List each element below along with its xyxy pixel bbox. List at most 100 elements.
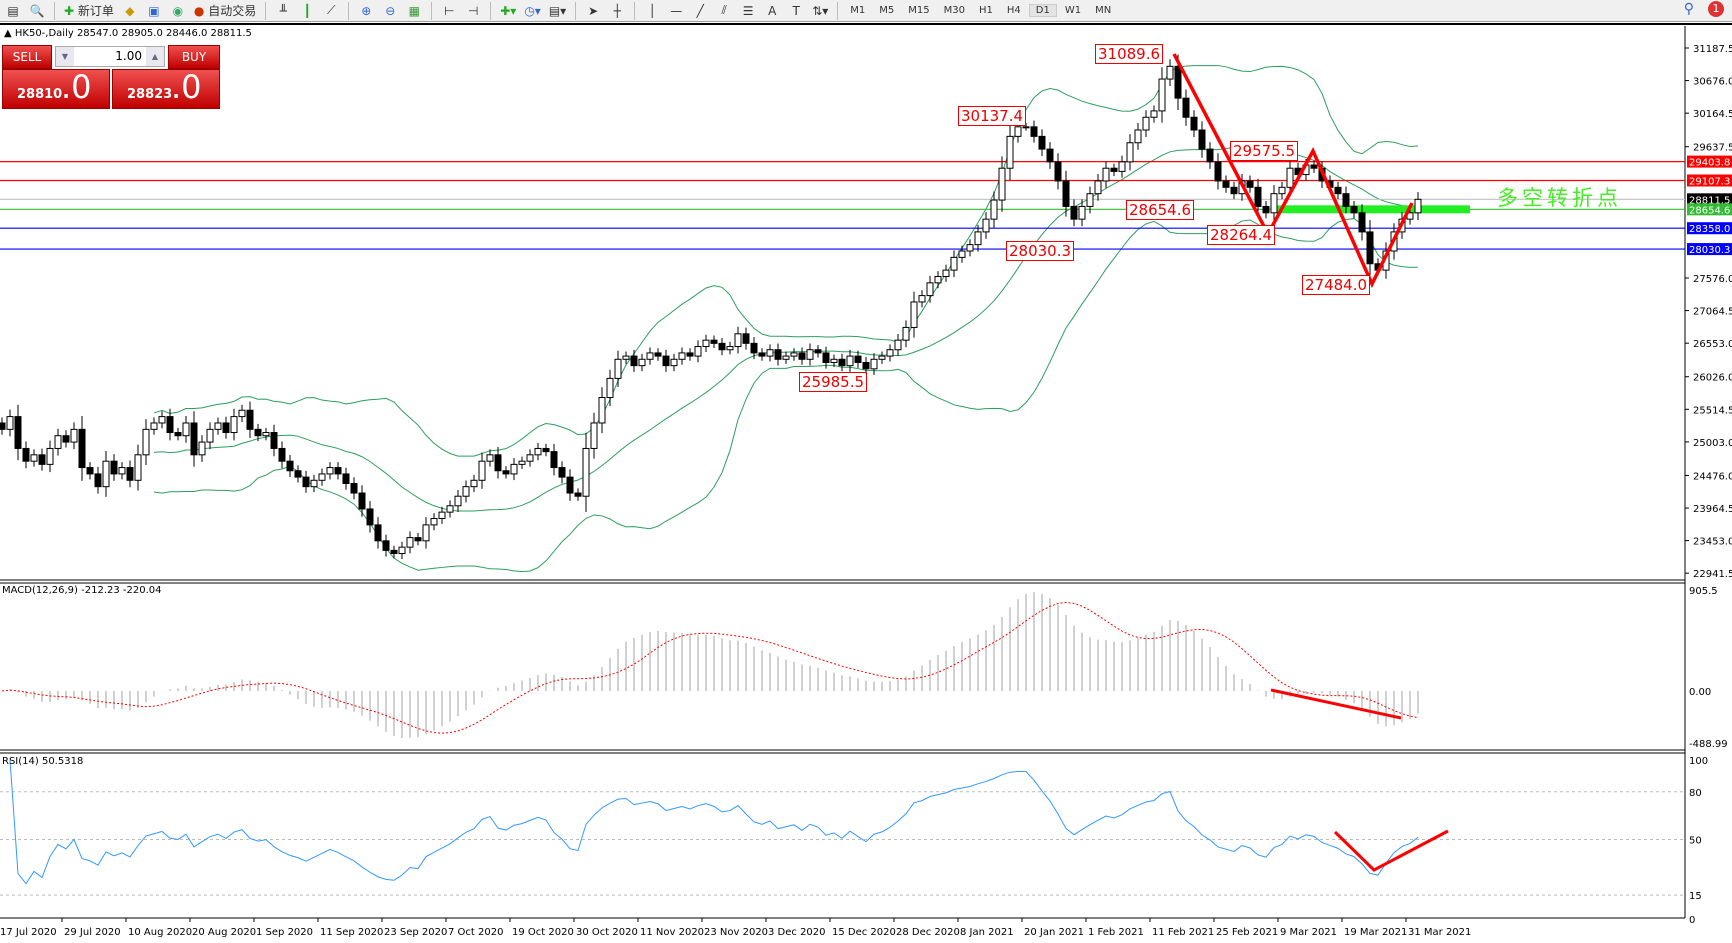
notification-badge[interactable]: 1	[1708, 1, 1724, 17]
price-label[interactable]: 29575.5	[1230, 141, 1299, 161]
zoom-in-icon[interactable]: ⊕	[361, 3, 372, 18]
date-tick-label: 17 Jul 2020	[0, 927, 57, 938]
price-label-low[interactable]: 27484.0	[1302, 275, 1371, 295]
timeframe-w1[interactable]: W1	[1064, 5, 1082, 16]
separator	[490, 1, 492, 20]
cursor-icon[interactable]: ➤	[588, 3, 599, 18]
separator	[634, 1, 636, 20]
candle-bullish	[1270, 193, 1278, 214]
date-tick-label: 11 Sep 2020	[320, 927, 383, 938]
price-label[interactable]: 28030.3	[1006, 241, 1075, 261]
candle-bullish	[1166, 65, 1174, 80]
timeframe-m5[interactable]: M5	[879, 5, 895, 16]
price-label[interactable]: 28654.6	[1126, 200, 1195, 220]
price-label[interactable]: 30137.4	[958, 106, 1027, 126]
candle-bullish	[910, 301, 918, 328]
bar-chart-icon[interactable]: ╨	[279, 3, 287, 18]
buy-button[interactable]: BUY	[168, 45, 220, 69]
date-tick-label: 1 Sep 2020	[256, 927, 313, 938]
timeframe-m30[interactable]: M30	[943, 5, 965, 16]
new-order-label: 新订单	[77, 4, 114, 18]
lot-value[interactable]: 1.00	[115, 49, 142, 63]
periods-icon[interactable]: ◷▾	[524, 3, 541, 18]
candle-bearish	[822, 352, 830, 363]
candle-bullish	[398, 546, 406, 555]
price-tick-label: 23453.0	[1693, 537, 1732, 548]
auto-trade-button[interactable]: ● 自动交易	[191, 1, 259, 21]
navigator-icon[interactable]: ▣	[148, 3, 160, 18]
trendline-icon[interactable]: ╱	[696, 3, 704, 18]
candle-bullish	[310, 479, 318, 488]
vertical-line-icon[interactable]: │	[648, 3, 656, 18]
lot-increase-icon[interactable]: ▲	[146, 47, 164, 66]
text-icon[interactable]: A	[768, 3, 777, 18]
candle-bullish	[158, 416, 166, 424]
lot-size-input[interactable]: ▼ 1.00 ▲	[55, 46, 165, 67]
tile-windows-icon[interactable]: ▦	[408, 3, 420, 18]
text-label-icon[interactable]: T	[792, 3, 800, 18]
candle-bearish	[374, 524, 382, 542]
candle-bearish	[1062, 180, 1070, 207]
candle-bullish	[926, 282, 934, 297]
zoom-out-icon[interactable]: ⊖	[385, 3, 396, 18]
date-tick-label: 31 Mar 2021	[1408, 927, 1471, 938]
sell-button[interactable]: SELL	[2, 45, 52, 69]
horizontal-line-icon[interactable]: —	[670, 3, 683, 18]
candle-bullish	[142, 428, 150, 456]
price-label[interactable]: 28264.4	[1207, 225, 1276, 245]
crosshair-icon[interactable]: ┼	[613, 3, 621, 18]
timeframe-h4[interactable]: H4	[1006, 5, 1021, 16]
bull-bear-turning-point-text[interactable]: 多空转折点	[1497, 186, 1622, 210]
sell-price-main: 28810	[17, 87, 63, 102]
equidistant-channel-icon[interactable]: ⫽	[721, 3, 727, 17]
indicators-icon[interactable]: ✚▾	[500, 3, 517, 18]
price-tick-label: 22941.5	[1693, 569, 1732, 580]
templates-icon[interactable]: ▤▾	[548, 3, 567, 18]
line-chart-icon[interactable]: ⟋	[327, 3, 336, 17]
candle-bearish	[502, 470, 510, 475]
candle-bullish	[150, 422, 158, 430]
timeframe-m15[interactable]: M15	[908, 5, 930, 16]
bollinger-band-lower	[153, 218, 1419, 573]
search-icon[interactable]: ⚲	[1683, 1, 1694, 17]
market-watch-icon[interactable]: ◆	[125, 3, 135, 18]
candle-bullish	[534, 447, 542, 456]
candle-bullish	[1278, 186, 1286, 195]
timeframe-mn[interactable]: MN	[1095, 5, 1112, 16]
timeframe-m1[interactable]: M1	[850, 5, 866, 16]
signals-icon[interactable]: ◉	[172, 3, 184, 18]
print-preview-icon[interactable]: 🔍	[29, 3, 45, 18]
candlestick-icon[interactable]: ┃	[303, 3, 311, 18]
candle-bullish	[1286, 167, 1294, 188]
candle-bullish	[462, 486, 470, 497]
candle-bearish	[126, 467, 134, 481]
price-label-peak[interactable]: 31089.6	[1095, 44, 1164, 64]
price-label[interactable]: 25985.5	[799, 372, 868, 392]
new-order-button[interactable]: ✚ 新订单	[61, 1, 117, 21]
arrows-icon[interactable]: ⇅▾	[812, 3, 829, 18]
auto-scroll-icon[interactable]: ⊢	[444, 3, 455, 18]
chart-shift-icon[interactable]: ⊣	[468, 3, 479, 18]
candle-bearish	[38, 454, 46, 465]
buy-price-button[interactable]: 28823 .0	[112, 68, 220, 109]
sell-price-button[interactable]: 28810 .0	[2, 68, 110, 109]
candle-bullish	[694, 346, 702, 357]
candle-bullish	[54, 435, 62, 449]
candle-bullish	[134, 454, 142, 481]
date-tick-label: 8 Jan 2021	[960, 927, 1014, 938]
candle-bearish	[358, 492, 366, 510]
lot-decrease-icon[interactable]: ▼	[56, 47, 74, 66]
candle-bearish	[222, 422, 230, 434]
candle-bullish	[6, 416, 14, 430]
timeframe-h1[interactable]: H1	[978, 5, 993, 16]
candle-bullish	[454, 495, 462, 507]
macd-signal-line	[1, 601, 1419, 734]
candle-bearish	[382, 540, 390, 551]
fibonacci-icon[interactable]: ☰	[742, 3, 754, 18]
menu-icon[interactable]: ▤	[7, 3, 19, 18]
price-tick-label: 27064.5	[1693, 307, 1732, 318]
timeframe-d1[interactable]: D1	[1028, 4, 1057, 17]
candle-bearish	[862, 361, 870, 370]
candle-bearish	[1262, 205, 1270, 214]
